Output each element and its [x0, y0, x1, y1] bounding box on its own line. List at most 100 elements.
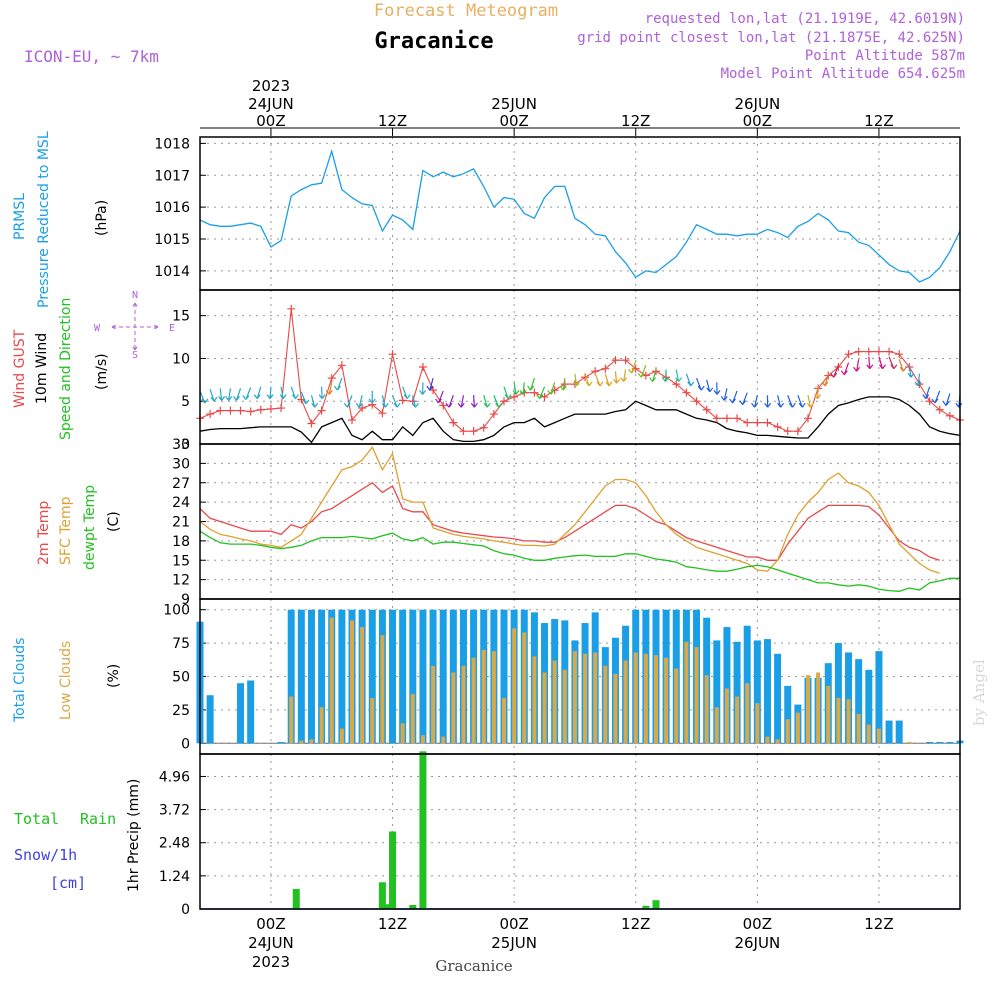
- wind-direction-arrow: [290, 386, 299, 400]
- low-cloud-bar: [370, 697, 375, 744]
- rain-bar: [389, 831, 397, 909]
- total-cloud-bar: [926, 741, 934, 744]
- wind-direction-arrow: [830, 365, 839, 378]
- precip-label-snow: Snow/1h: [14, 846, 77, 864]
- wind-gust-marker: [895, 350, 904, 359]
- location-title: Gracanice: [374, 29, 493, 54]
- total-cloud-bar: [885, 720, 893, 744]
- wind-gust-marker: [206, 410, 215, 419]
- low-cloud-bar: [319, 707, 324, 744]
- wind-direction-arrow: [713, 382, 721, 395]
- low-cloud-bar: [846, 699, 851, 744]
- top-axis-tick-label: 00Z: [743, 112, 772, 130]
- low-cloud-bar: [674, 668, 679, 744]
- wind-gust-marker: [854, 347, 863, 356]
- pressure-ytick-label: 1014: [154, 264, 190, 280]
- wind-gust-marker: [327, 374, 336, 383]
- cloud-label-unit: (%): [106, 664, 122, 688]
- wind-gust-marker: [459, 427, 468, 436]
- low-cloud-bar: [745, 683, 750, 744]
- wind-direction-arrow: [547, 382, 556, 395]
- wind-direction-arrow: [218, 388, 226, 401]
- low-cloud-bar: [532, 656, 537, 744]
- wind-direction-arrow: [777, 395, 785, 408]
- wind-gust-marker: [378, 409, 387, 418]
- wind-direction-arrow: [381, 395, 389, 408]
- bottom-axis-date: 25JUN: [491, 934, 537, 952]
- bottom-axis-date: 26JUN: [734, 934, 780, 952]
- wind-gust-marker: [277, 404, 286, 413]
- precip-label-unit: 1hr Precip (mm): [126, 779, 142, 892]
- low-cloud-bar: [654, 655, 658, 744]
- wind-gust-marker: [733, 414, 742, 423]
- low-cloud-bar: [806, 675, 810, 744]
- temperature-ytick-label: 15: [172, 553, 190, 569]
- wind-direction-arrow: [751, 395, 759, 408]
- wind-direction-arrow: [821, 373, 829, 387]
- wind-ytick-label: 15: [172, 309, 190, 325]
- wind-gust-marker: [793, 427, 802, 436]
- low-cloud-bar: [856, 713, 861, 744]
- low-cloud-bar: [694, 647, 699, 744]
- low-cloud-bar: [542, 672, 547, 744]
- low-cloud-bar: [380, 635, 385, 744]
- wind-direction-arrow: [225, 388, 233, 401]
- wind-direction-arrow: [419, 382, 427, 395]
- total-cloud-bar: [399, 609, 407, 744]
- wind-gust-marker: [611, 356, 620, 365]
- wind-direction-arrow: [199, 390, 209, 404]
- wind-gust-marker: [722, 414, 731, 423]
- wind-direction-arrow: [232, 388, 242, 401]
- total-cloud-bar: [247, 680, 255, 744]
- wind-direction-arrow: [318, 386, 326, 400]
- total-cloud-bar: [733, 641, 741, 744]
- wind-gust-marker: [804, 414, 812, 423]
- wind-direction-arrow: [931, 390, 941, 404]
- low-cloud-bar: [512, 628, 517, 744]
- model-altitude: Model Point Altitude 654.625m: [721, 66, 965, 82]
- total-cloud-bar: [723, 627, 731, 744]
- wind-direction-arrow: [300, 391, 310, 405]
- total-cloud-bar: [419, 609, 427, 744]
- wind-gust-marker: [216, 406, 225, 415]
- wind-direction-arrow: [527, 377, 535, 391]
- low-cloud-bar: [441, 736, 446, 744]
- top-axis-tick-label: 00Z: [256, 112, 285, 130]
- temp-dewpt-line: [199, 530, 960, 592]
- wind-gust-marker: [834, 363, 843, 371]
- pressure-ytick-label: 1017: [154, 168, 190, 184]
- wind-speed-line: [199, 396, 961, 444]
- top-axis-tick-label: 12Z: [378, 112, 407, 130]
- wind-gust-marker: [358, 404, 367, 413]
- temperature-ytick-label: 12: [172, 573, 190, 589]
- wind-gust-marker: [307, 419, 316, 428]
- bottom-axis-tick-label: 00Z: [743, 915, 772, 933]
- wind-gust-marker: [489, 410, 498, 419]
- wind-gust-marker: [418, 363, 427, 371]
- wind-direction-arrow: [739, 392, 748, 406]
- wind-gust-marker: [783, 427, 792, 436]
- total-cloud-bar: [855, 659, 863, 744]
- low-cloud-bar: [907, 741, 912, 744]
- wind-direction-arrow: [493, 395, 503, 408]
- wind-direction-arrow: [914, 373, 922, 387]
- top-axis-tick-label: 12Z: [864, 112, 893, 130]
- wind-gust-marker: [439, 401, 448, 410]
- wind-gust-marker: [844, 350, 853, 359]
- wind-gust-marker: [935, 405, 944, 414]
- wind-gust-marker: [945, 411, 954, 420]
- total-cloud-bar: [439, 609, 447, 744]
- wind-direction-arrow: [457, 395, 465, 408]
- footer-location: Gracanice: [435, 957, 512, 975]
- bottom-axis-tick-label: 00Z: [256, 915, 285, 933]
- pressure-ytick-label: 1018: [154, 136, 190, 152]
- wind-gust-marker: [348, 416, 356, 425]
- low-cloud-bar: [451, 672, 456, 744]
- pressure-label-unit: (hPa): [94, 200, 110, 236]
- total-cloud-bar: [287, 609, 295, 744]
- temp-label-sfc: SFC Temp: [58, 496, 74, 565]
- pressure-ytick-label: 1015: [154, 232, 190, 248]
- precipitation-ytick-label: 1.24: [159, 869, 190, 885]
- wind-direction-arrow: [355, 395, 363, 408]
